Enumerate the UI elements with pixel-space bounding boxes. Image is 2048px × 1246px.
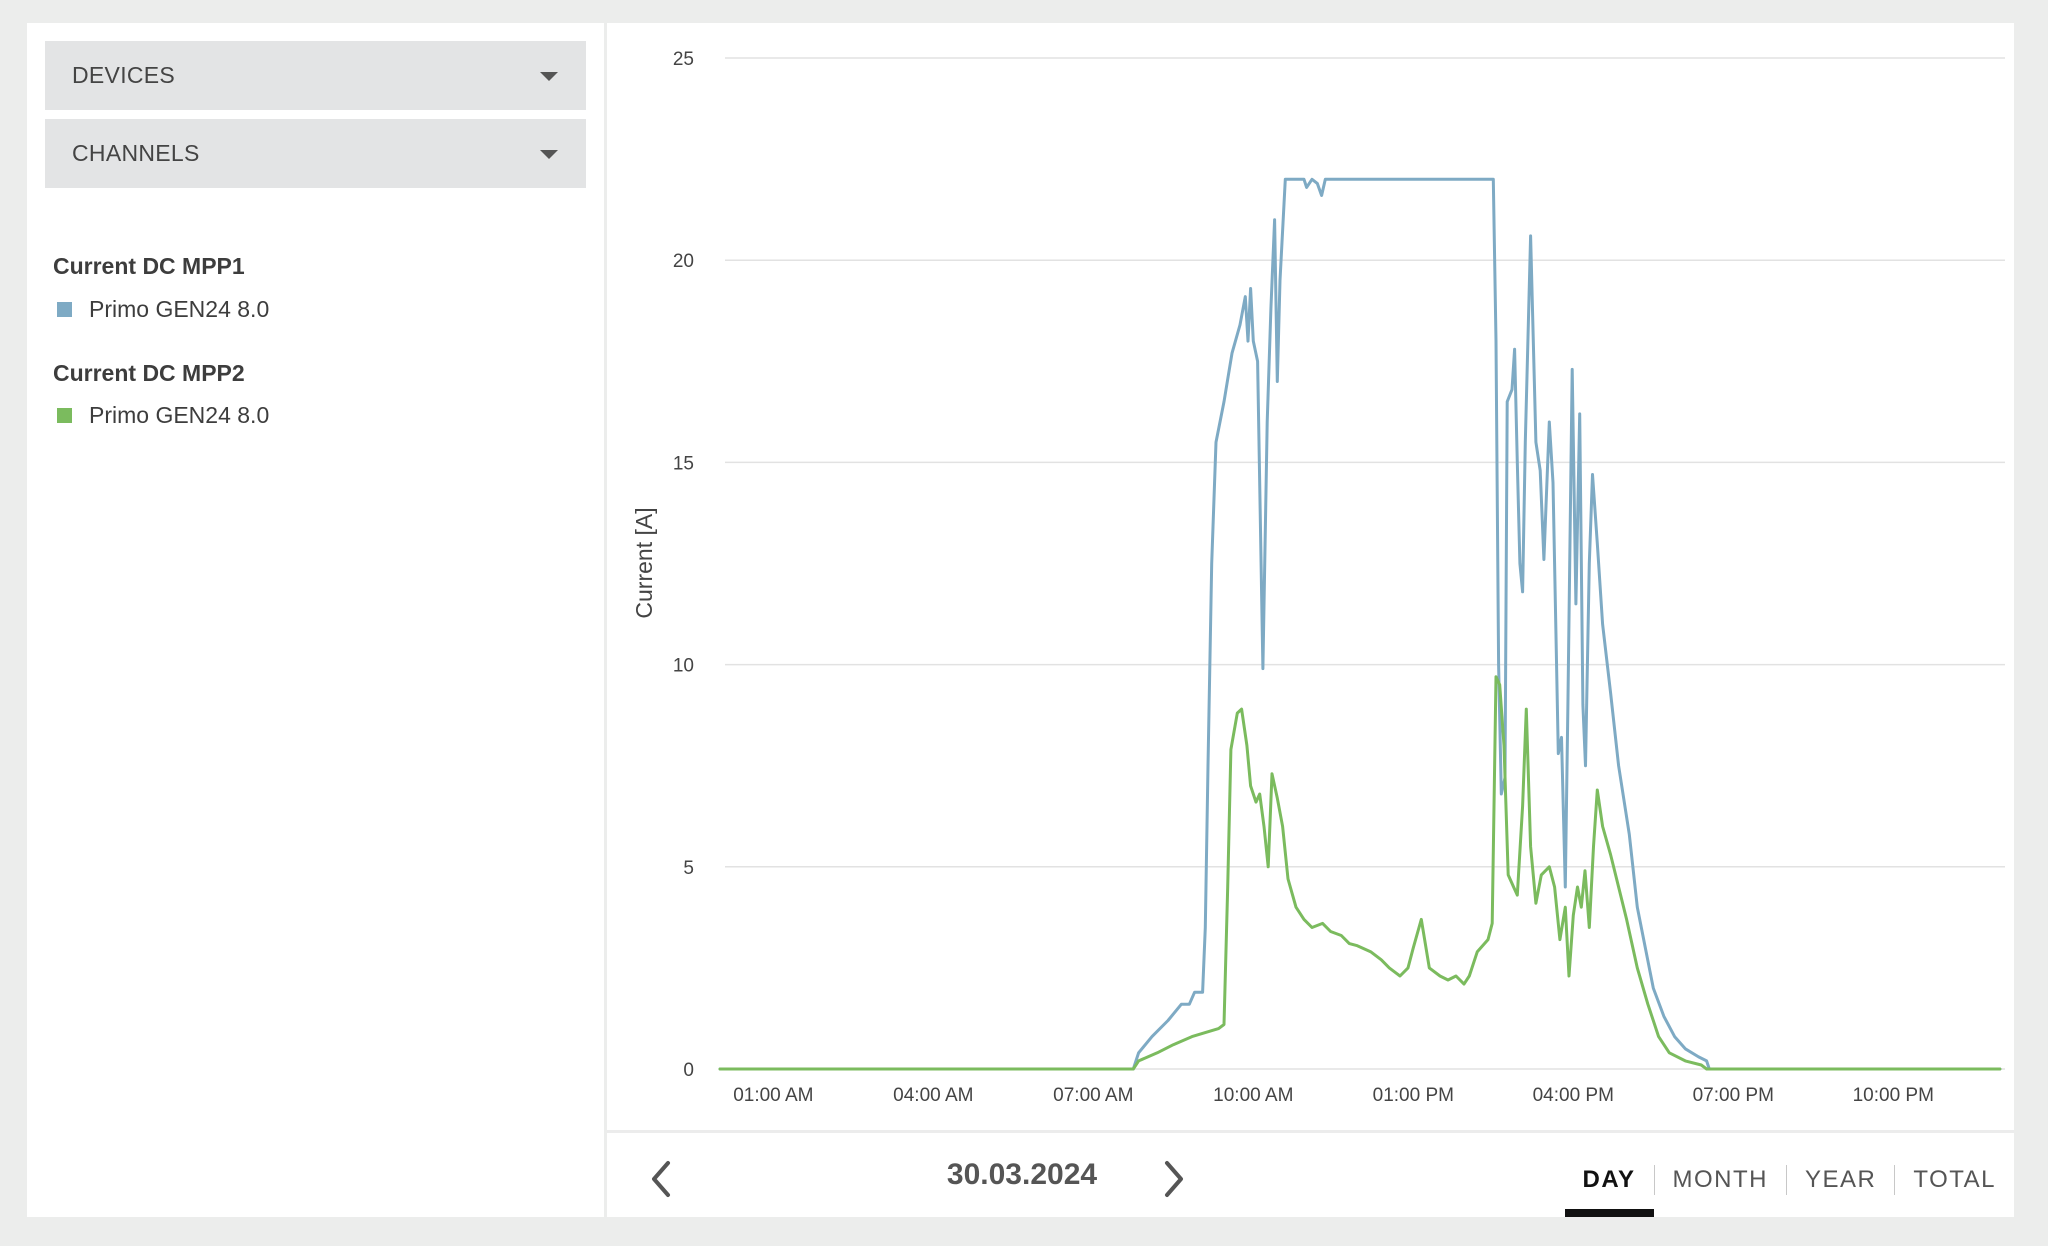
tab-separator [1786,1165,1787,1195]
y-tick-label: 5 [683,858,694,879]
tab-year[interactable]: YEAR [1805,1166,1877,1193]
tab-day[interactable]: DAY [1564,1143,1654,1217]
legend-item-label: Primo GEN24 8.0 [89,296,270,322]
legend-group-title: Current DC MPP1 [53,253,245,279]
legend-swatch [57,302,72,317]
period-tabs: DAY MONTH YEAR TOTAL [1564,1143,2014,1217]
legend-item-label: Primo GEN24 8.0 [89,402,270,428]
x-tick-label: 10:00 AM [1213,1085,1293,1106]
caret-down-icon [540,72,558,81]
tab-total[interactable]: TOTAL [1913,1166,1996,1193]
divider [607,1130,2014,1133]
y-tick-label: 20 [673,251,694,272]
y-tick-label: 15 [673,453,694,474]
chevron-right-icon[interactable] [1155,1157,1191,1201]
legend-item[interactable]: Primo GEN24 8.0 [57,296,269,323]
y-tick-label: 0 [683,1060,694,1081]
series-line-mpp1 [718,177,2002,1071]
x-tick-label: 01:00 PM [1373,1085,1454,1106]
channels-dropdown-label: CHANNELS [72,140,200,166]
sidebar: DEVICES CHANNELS Current DC MPP1 Primo G… [27,23,604,1217]
tab-month[interactable]: MONTH [1672,1166,1768,1193]
legend-item[interactable]: Primo GEN24 8.0 [57,402,269,429]
x-tick-label: 07:00 AM [1053,1085,1133,1106]
series-line-mpp2 [718,675,2002,1071]
date-label[interactable]: 30.03.2024 [946,1158,1098,1191]
y-axis-label: Current [A] [631,507,657,618]
x-tick-label: 01:00 AM [733,1085,813,1106]
chevron-left-icon[interactable] [644,1157,680,1201]
x-tick-label: 07:00 PM [1693,1085,1774,1106]
y-tick-label: 10 [673,656,694,677]
x-tick-label: 04:00 PM [1533,1085,1614,1106]
legend-swatch [57,408,72,423]
channels-dropdown[interactable]: CHANNELS [45,119,586,188]
chart-panel: 0 5 10 15 20 25 01:00 AM 04:00 AM 07:00 AM 10:00 … [607,23,2014,1217]
x-tick-label: 04:00 AM [893,1085,973,1106]
line-chart: 0 5 10 15 20 25 01:00 AM 04:00 AM 07:00 AM 10:00 … [631,49,2005,1106]
legend-group-title: Current DC MPP2 [53,360,245,386]
devices-dropdown-label: DEVICES [72,62,176,88]
devices-dropdown[interactable]: DEVICES [45,41,586,110]
tab-separator [1653,1165,1655,1195]
y-tick-label: 25 [673,49,694,70]
caret-down-icon [540,150,558,159]
x-tick-label: 10:00 PM [1853,1085,1934,1106]
tab-separator [1894,1165,1896,1195]
